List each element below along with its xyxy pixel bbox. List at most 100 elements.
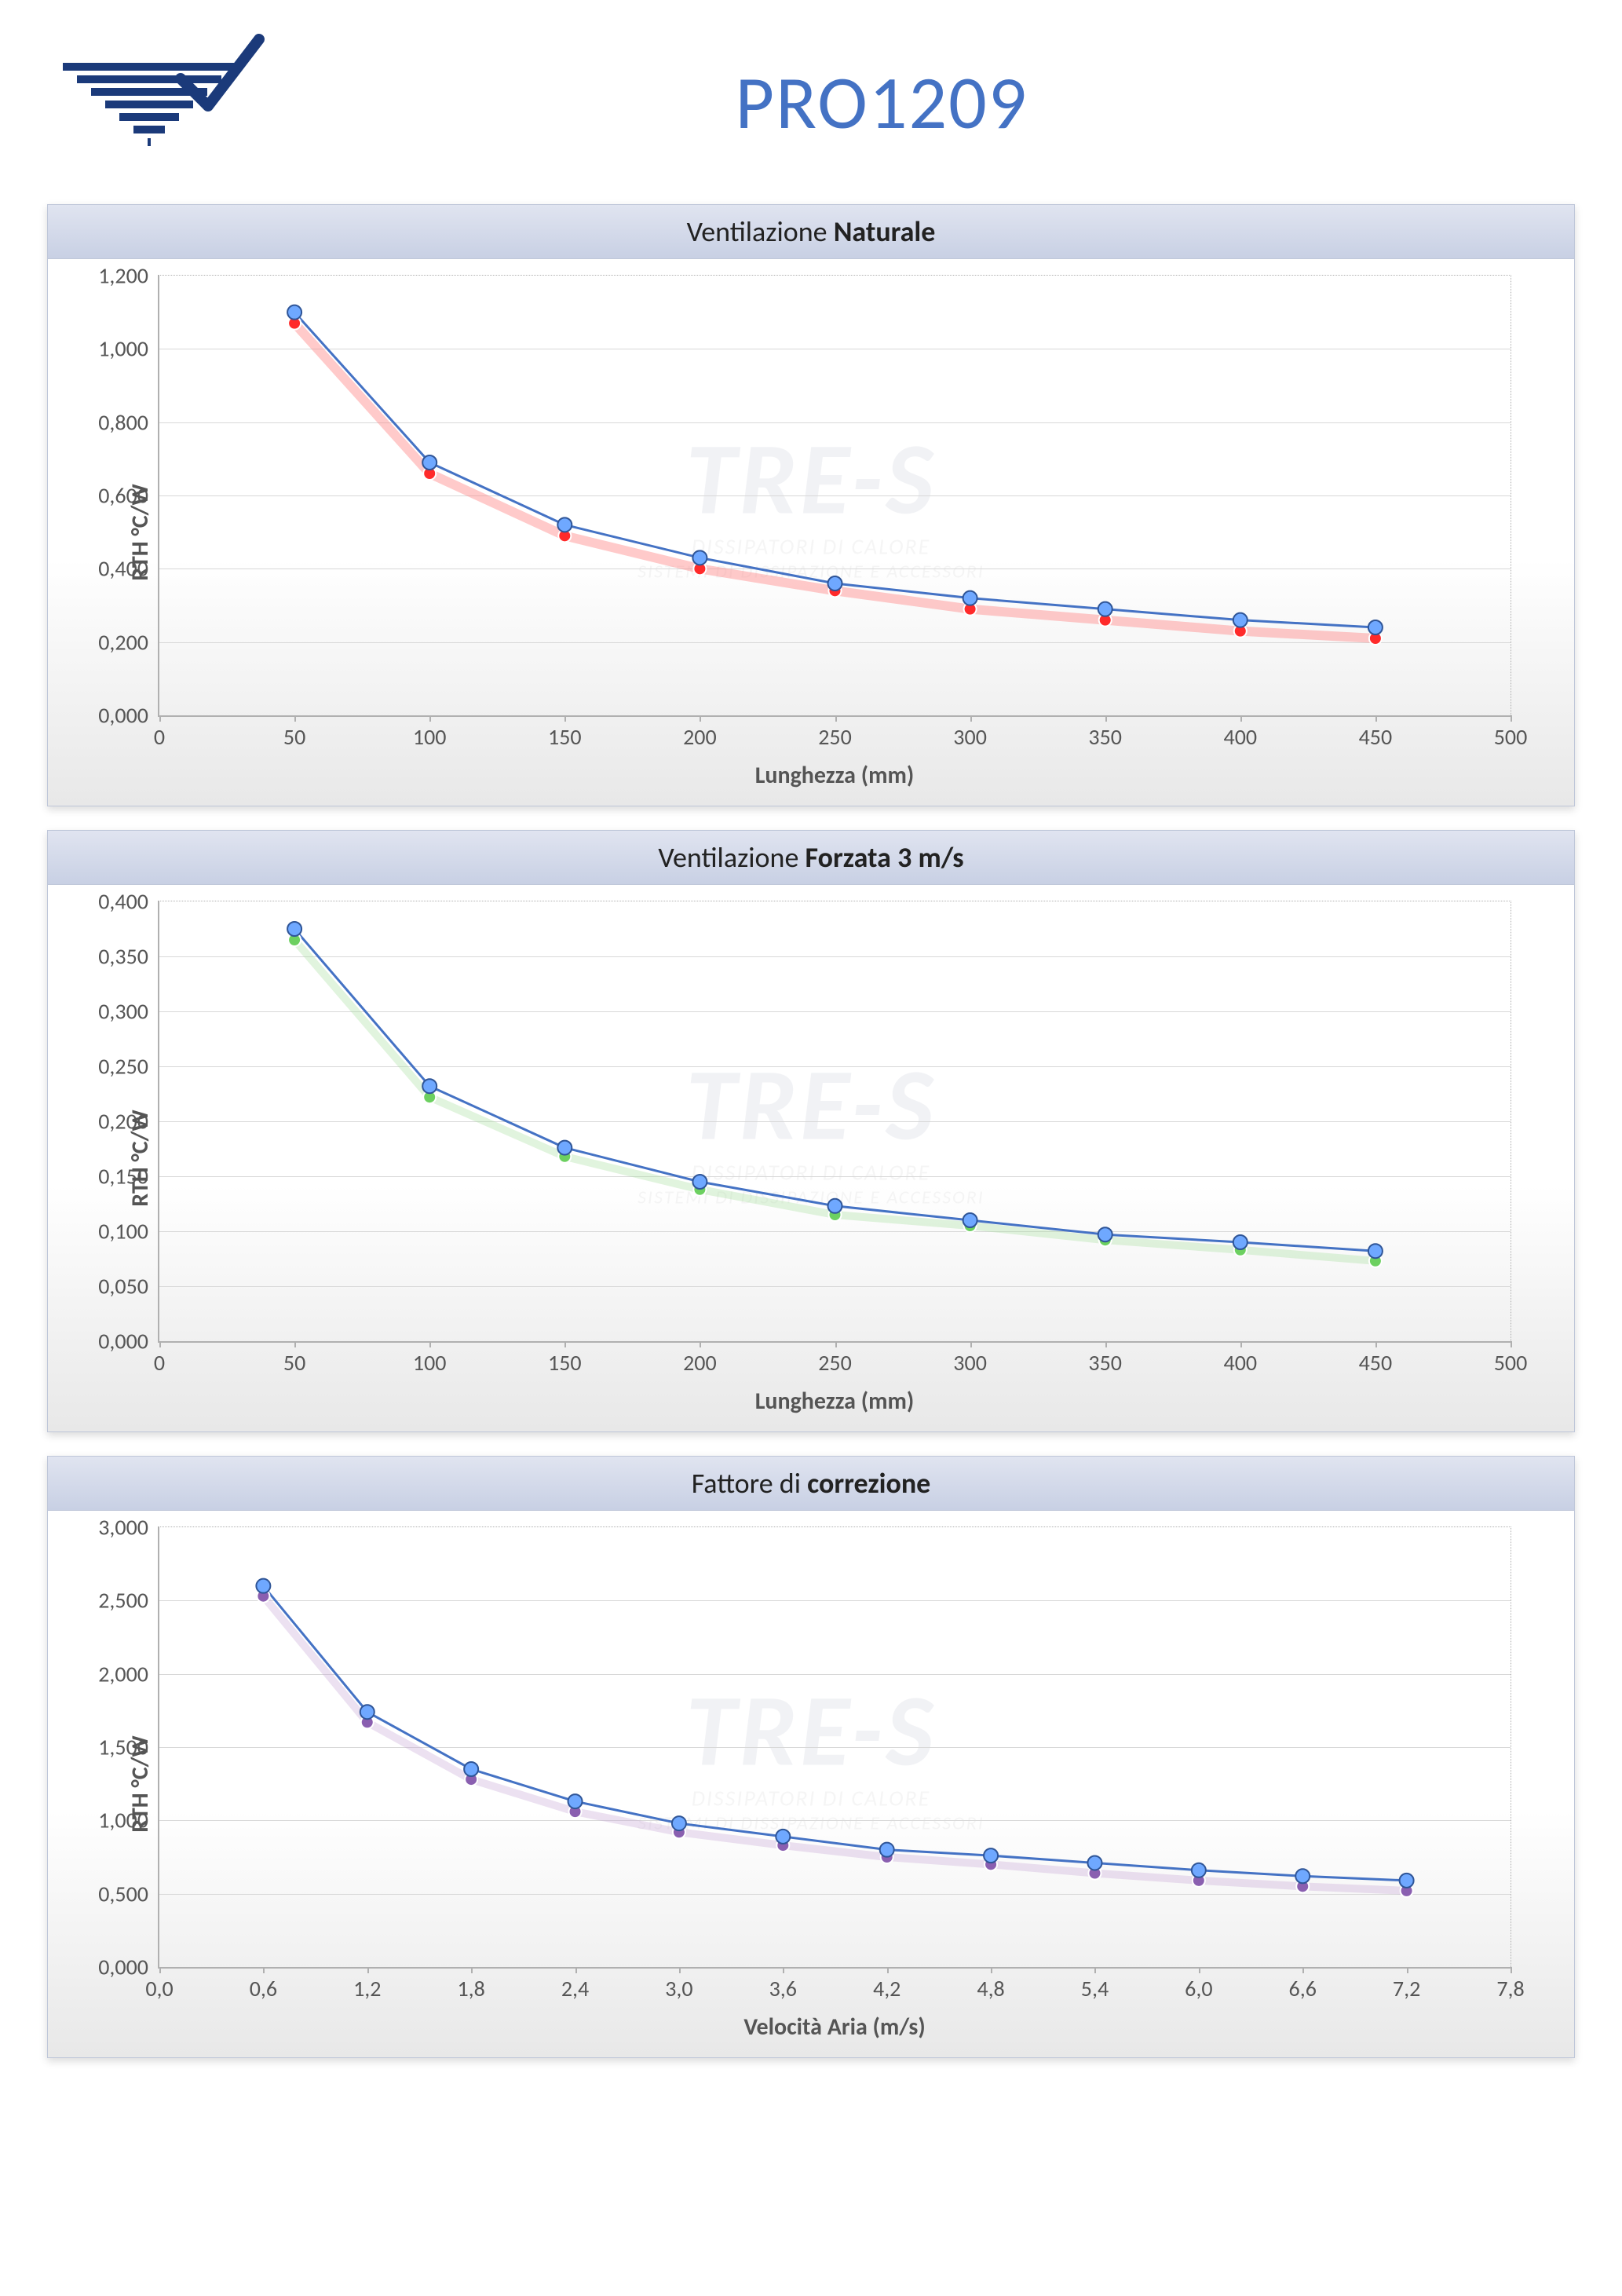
xtick-label: 3,6 [769, 1967, 797, 2002]
series-main-blue-marker [287, 922, 301, 936]
xtick-label: 200 [683, 715, 717, 751]
series-main-blue-marker [360, 1705, 374, 1719]
xtick-label: 300 [953, 1341, 987, 1377]
xtick-label: 350 [1088, 715, 1122, 751]
series-main-blue-marker [963, 1213, 977, 1227]
ytick-label: 3,000 [98, 1514, 159, 1541]
ytick-label: 1,000 [98, 1807, 159, 1834]
series-main-blue-marker [692, 550, 707, 565]
xtick-label: 50 [283, 715, 305, 751]
x-axis-label: Lunghezza (mm) [158, 761, 1511, 790]
xtick-label: 100 [413, 715, 447, 751]
series-main-blue-marker [672, 1816, 686, 1830]
series-main-blue-marker [1233, 613, 1248, 627]
series-main-blue-marker [1295, 1869, 1310, 1883]
plot-area: 0,0000,0500,1000,1500,2000,2500,3000,350… [158, 901, 1511, 1343]
xtick-label: 150 [548, 1341, 582, 1377]
series-main-blue-marker [287, 305, 301, 320]
xtick-label: 100 [413, 1341, 447, 1377]
plot-area: 0,0000,2000,4000,6000,8001,0001,20005010… [158, 275, 1511, 717]
series-main-blue-marker [1400, 1874, 1414, 1888]
plot-area: 0,0000,5001,0001,5002,0002,5003,0000,00,… [158, 1526, 1511, 1969]
xtick-label: 0,0 [145, 1967, 173, 2002]
ytick-label: 0,350 [98, 943, 159, 971]
xtick-label: 200 [683, 1341, 717, 1377]
markers-layer [159, 901, 1511, 1341]
ytick-label: 2,000 [98, 1660, 159, 1687]
ytick-label: 0,400 [98, 555, 159, 583]
series-main-blue-marker [828, 1199, 842, 1213]
ytick-label: 0,600 [98, 482, 159, 510]
xtick-label: 5,4 [1081, 1967, 1109, 2002]
xtick-label: 0 [154, 715, 165, 751]
xtick-label: 1,2 [353, 1967, 381, 2002]
ytick-label: 0,400 [98, 888, 159, 916]
xtick-label: 2,4 [561, 1967, 589, 2002]
series-main-blue-marker [692, 1175, 707, 1189]
series-main-blue-marker [422, 1079, 437, 1093]
series-main-blue-marker [880, 1843, 894, 1857]
xtick-label: 300 [953, 715, 987, 751]
series-main-blue-marker [422, 455, 437, 470]
x-axis-label: Velocità Aria (m/s) [158, 2013, 1511, 2042]
chart-title: Ventilazione Naturale [48, 205, 1574, 259]
xtick-label: 50 [283, 1341, 305, 1377]
xtick-label: 4,8 [977, 1967, 1004, 2002]
markers-layer [159, 276, 1511, 715]
xtick-label: 350 [1088, 1341, 1122, 1377]
ytick-label: 0,500 [98, 1880, 159, 1907]
series-main-blue-marker [1098, 1227, 1112, 1241]
charts-container: Ventilazione Naturale TRE-S DISSIPATORI D… [47, 204, 1575, 2058]
xtick-label: 250 [818, 1341, 852, 1377]
xtick-label: 7,8 [1496, 1967, 1524, 2002]
ytick-label: 1,500 [98, 1734, 159, 1761]
ytick-label: 0,200 [98, 628, 159, 656]
xtick-label: 250 [818, 715, 852, 751]
xtick-label: 4,2 [873, 1967, 901, 2002]
xtick-label: 3,0 [665, 1967, 692, 2002]
ytick-label: 0,050 [98, 1273, 159, 1300]
page-header: PRO1209 [47, 31, 1575, 173]
xtick-label: 450 [1359, 715, 1393, 751]
chart-body: TRE-S DISSIPATORI DI CALORE SISTEMI DI D… [48, 1511, 1574, 2057]
series-main-blue-marker [963, 591, 977, 605]
series-main-blue-marker [557, 517, 572, 532]
ytick-label: 0,000 [98, 1328, 159, 1355]
ytick-label: 0,100 [98, 1218, 159, 1245]
ytick-label: 2,500 [98, 1587, 159, 1614]
series-main-blue-marker [984, 1848, 998, 1863]
series-main-blue-marker [1098, 602, 1112, 616]
chart-forzata: Ventilazione Forzata 3 m/sTRE-S DISSIPAT… [47, 830, 1575, 1432]
xtick-label: 500 [1494, 1341, 1528, 1377]
ytick-label: 1,200 [98, 262, 159, 290]
series-main-blue-marker [828, 576, 842, 590]
xtick-label: 0 [154, 1341, 165, 1377]
series-main-blue-marker [1368, 620, 1383, 634]
markers-layer [159, 1527, 1511, 1967]
chart-body: TRE-S DISSIPATORI DI CALORE SISTEMI DI D… [48, 885, 1574, 1431]
xtick-label: 500 [1494, 715, 1528, 751]
xtick-label: 400 [1224, 1341, 1258, 1377]
xtick-label: 6,6 [1289, 1967, 1317, 2002]
ytick-label: 0,300 [98, 998, 159, 1026]
series-main-blue-marker [557, 1141, 572, 1155]
series-main-blue-marker [568, 1794, 583, 1808]
chart-naturale: Ventilazione NaturaleTRE-S DISSIPATORI D… [47, 204, 1575, 806]
series-main-blue-marker [1368, 1244, 1383, 1258]
xtick-label: 150 [548, 715, 582, 751]
xtick-label: 0,6 [250, 1967, 277, 2002]
product-title: PRO1209 [188, 57, 1575, 148]
chart-title: Ventilazione Forzata 3 m/s [48, 831, 1574, 885]
xtick-label: 7,2 [1393, 1967, 1420, 2002]
chart-correzione: Fattore di correzioneTRE-S DISSIPATORI D… [47, 1456, 1575, 2058]
ytick-label: 0,250 [98, 1053, 159, 1080]
series-main-blue-marker [1233, 1235, 1248, 1249]
series-main-blue-marker [1087, 1855, 1101, 1870]
series-main-blue-marker [256, 1579, 270, 1593]
xtick-label: 1,8 [457, 1967, 484, 2002]
x-axis-label: Lunghezza (mm) [158, 1387, 1511, 1416]
xtick-label: 400 [1224, 715, 1258, 751]
series-main-blue-marker [776, 1830, 790, 1844]
chart-title: Fattore di correzione [48, 1457, 1574, 1511]
xtick-label: 450 [1359, 1341, 1393, 1377]
